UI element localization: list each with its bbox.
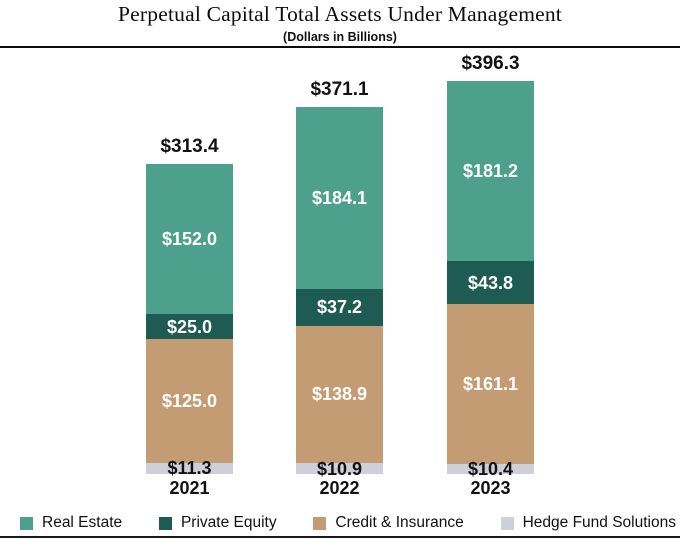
legend: Real Estate Private Equity Credit & Insura…	[0, 514, 680, 532]
bar-2022: $10.9 $138.9 $37.2 $184.1	[296, 106, 383, 478]
legend-swatch-icon	[500, 516, 514, 530]
segment-private-equity-2022: $37.2	[296, 288, 383, 326]
segment-real-estate-2023: $181.2	[447, 81, 534, 261]
segment-private-equity-2021: $25.0	[146, 314, 233, 340]
bottom-divider-line	[0, 536, 680, 538]
x-axis-label-2023: 2023	[470, 478, 511, 498]
legend-label: Real Estate	[42, 514, 123, 531]
top-divider-line	[0, 46, 680, 48]
segment-value-label: $25.0	[166, 316, 213, 337]
segment-value-label: $152.0	[161, 229, 218, 250]
legend-item-credit-insurance: Credit & Insurance	[313, 514, 464, 532]
segment-value-label: $10.9	[316, 458, 363, 479]
segment-value-label: $10.4	[467, 458, 514, 479]
segment-credit-insurance-2023: $161.1	[447, 304, 534, 464]
segment-hedge-fund-solutions-2023: $10.4	[447, 460, 534, 478]
legend-label: Private Equity	[180, 514, 277, 531]
legend-swatch-icon	[20, 516, 33, 530]
segment-value-label: $161.1	[462, 373, 519, 394]
segment-private-equity-2023: $43.8	[447, 260, 534, 305]
segment-hedge-fund-solutions-2021: $11.3	[146, 459, 233, 477]
x-axis-label-2021: 2021	[169, 478, 210, 498]
legend-item-hedge-fund-solutions: Hedge Fund Solutions	[500, 514, 676, 532]
segment-real-estate-2021: $152.0	[146, 163, 233, 315]
segment-value-label: $11.3	[167, 458, 212, 479]
x-axis-label-2022: 2022	[319, 478, 360, 498]
segment-credit-insurance-2022: $138.9	[296, 325, 383, 464]
segment-hedge-fund-solutions-2022: $10.9	[296, 460, 383, 478]
segment-value-label: $184.1	[311, 187, 368, 208]
bar-2021: $11.3 $125.0 $25.0 $152.0	[146, 163, 233, 477]
legend-item-private-equity: Private Equity	[158, 514, 277, 532]
segment-value-label: $138.9	[311, 384, 368, 405]
legend-swatch-icon	[313, 516, 327, 530]
segment-value-label: $125.0	[161, 390, 218, 411]
bar-2023: $10.4 $161.1 $43.8 $181.2	[447, 81, 534, 478]
segment-value-label: $37.2	[316, 297, 363, 318]
segment-credit-insurance-2021: $125.0	[146, 339, 233, 463]
segment-real-estate-2022: $184.1	[296, 106, 383, 289]
legend-label: Credit & Insurance	[335, 514, 464, 531]
total-label-2021: $313.4	[160, 135, 219, 157]
legend-label: Hedge Fund Solutions	[522, 514, 676, 531]
chart-title: Perpetual Capital Total Assets Under Man…	[118, 2, 562, 26]
chart-subtitle: (Dollars in Billions)	[283, 30, 397, 44]
total-label-2022: $371.1	[310, 78, 369, 100]
segment-value-label: $43.8	[467, 272, 514, 293]
total-label-2023: $396.3	[461, 53, 520, 75]
legend-swatch-icon	[158, 516, 172, 530]
segment-value-label: $181.2	[462, 161, 519, 182]
legend-item-real-estate: Real Estate	[20, 514, 122, 532]
